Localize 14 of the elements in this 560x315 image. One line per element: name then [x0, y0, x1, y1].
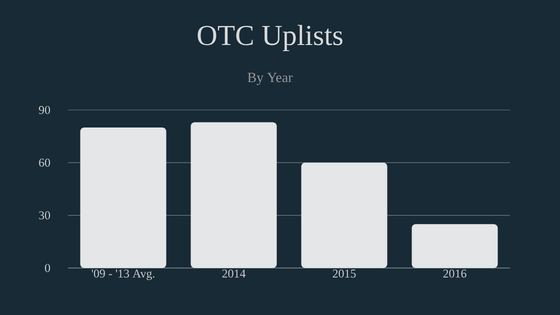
y-tick-label: 0	[44, 264, 50, 272]
bar	[80, 128, 166, 268]
bar	[301, 162, 388, 268]
bar	[412, 224, 498, 268]
x-tick-label: 2016	[443, 270, 466, 278]
x-tick-label: '09 - '13 Avg.	[92, 270, 154, 280]
y-tick-label: 30	[39, 211, 50, 220]
y-tick-label: 90	[38, 106, 50, 114]
bar	[190, 122, 277, 268]
chart-title: OTC Uplists	[198, 24, 342, 52]
chart-subtitle: By Year	[248, 72, 293, 86]
x-tick-label: 2015	[332, 270, 356, 278]
x-tick-label: 2014	[222, 270, 246, 278]
y-tick-label: 60	[39, 158, 50, 167]
